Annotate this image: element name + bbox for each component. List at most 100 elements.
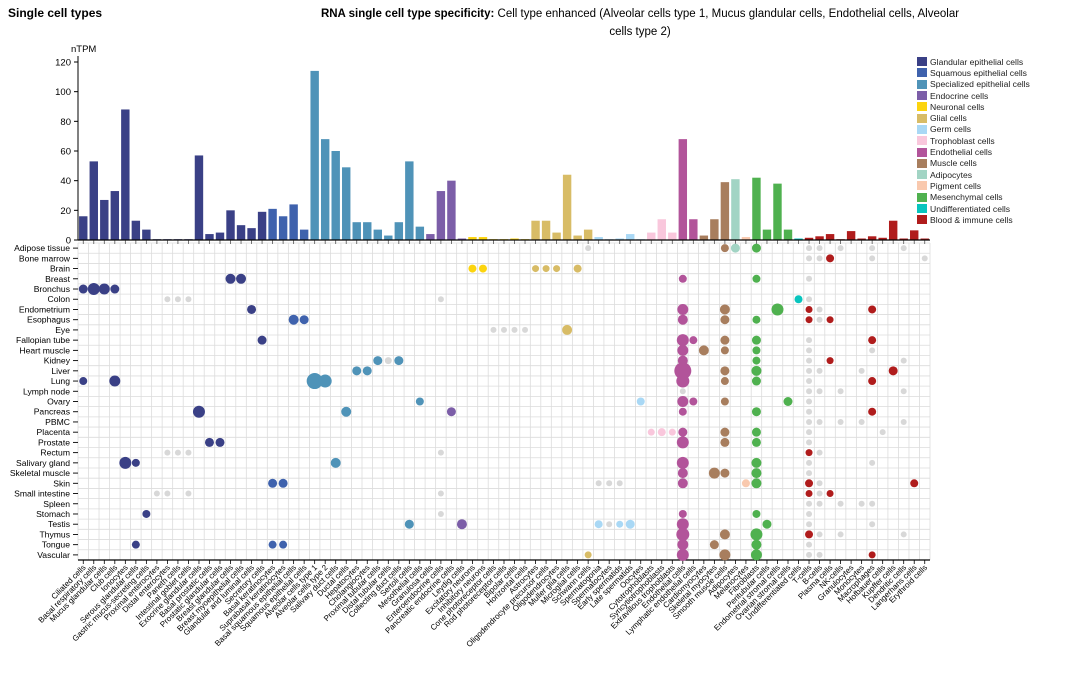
bar-endothelial-cells[interactable]: Endothelial cells: 68 nTPM [678,139,688,240]
dot-spleen-monocytes[interactable] [858,500,865,507]
dot-skeletal-muscle-t-cells[interactable] [806,470,813,477]
dot-adipose-tissue-adipocytes[interactable] [730,243,740,253]
dot-skeletal-muscle-smooth-muscle-cells[interactable] [720,468,730,478]
dot-prostate-basal-prostatic-cells[interactable] [204,437,214,447]
dot-stomach-gastric-mucus-secreting-cells[interactable] [142,509,151,518]
dot-brain-oligodendrocytes[interactable] [553,265,561,273]
bar-glandular-and-luminal-cells[interactable]: Glandular and luminal cells: 8 nTPM [247,228,256,240]
tissue-label-pbmc[interactable]: PBMC [45,417,70,427]
dot-spleen-nk-cells[interactable] [837,500,844,507]
dot-bone-marrow-t-cells[interactable] [806,255,813,262]
dot-stomach-enteroendocrine-cells[interactable] [437,510,444,517]
bar-spermatogonia[interactable]: Spermatogonia: 2 nTPM [594,237,603,240]
tissue-label-skin[interactable]: Skin [53,478,70,488]
dot-thymus-fibroblasts[interactable] [750,528,763,541]
dot-heart-muscle-cardiomyocytes[interactable] [698,345,709,356]
dot-bone-marrow-b-cells[interactable] [816,255,823,262]
dot-colon-enteroendocrine-cells[interactable] [437,296,444,303]
dot-ovary-t-cells[interactable] [806,398,813,405]
dot-esophagus-b-cells[interactable] [816,316,823,323]
tissue-label-bone-marrow[interactable]: Bone marrow [19,253,71,263]
dot-kidney-fibroblasts[interactable] [752,356,761,365]
dot-pbmc-t-cells[interactable] [806,418,813,425]
bar-proximal-tubular-cells[interactable]: Proximal tubular cells: 7 nTPM [373,229,382,240]
dot-heart-muscle-endothelial-cells[interactable] [677,344,689,356]
dot-small-intestine-b-cells[interactable] [816,490,823,497]
dot-skeletal-muscle-endothelial-cells[interactable] [677,468,688,479]
dot-vascular-fibroblasts[interactable] [750,549,762,561]
dot-bone-marrow-erythroid-cells[interactable] [921,255,928,262]
dot-testis-endothelial-cells[interactable] [676,518,689,531]
dot-thymus-t-cells[interactable] [805,530,814,539]
dot-testis-early-spermatids[interactable] [616,520,624,528]
dot-lung-alveolar-cells-type-1[interactable] [306,373,323,390]
dot-skin-langerhans-cells[interactable] [910,479,919,488]
dot-spleen-b-cells[interactable] [816,500,823,507]
tissue-label-skeletal-muscle[interactable]: Skeletal muscle [10,468,70,478]
dot-small-intestine-t-cells[interactable] [805,490,813,498]
dot-pancreas-ductal-cells[interactable] [341,406,352,417]
tissue-label-stomach[interactable]: Stomach [36,509,70,519]
dot-liver-hepatocytes[interactable] [352,366,362,376]
dot-adipose-tissue-dendritic-cells[interactable] [900,245,907,252]
tissue-label-pancreas[interactable]: Pancreas [34,407,70,417]
bar-alveolar-cells-type-2[interactable]: Alveolar cells type 2: 68 nTPM [320,139,330,240]
dot-thymus-b-cells[interactable] [816,531,823,538]
bar-ovarian-stromal-cells[interactable]: Ovarian stromal cells: 7 nTPM [783,229,793,240]
tissue-label-vascular[interactable]: Vascular [37,550,70,560]
bar-erythroid-cells[interactable]: Erythroid cells: 1 nTPM [920,238,929,240]
dot-skin-spermatocytes[interactable] [606,480,613,487]
dot-testis-sertoli-cells[interactable] [404,519,414,529]
dot-spleen-macrophages[interactable] [869,500,876,507]
bar-exocrine-glandular-cells[interactable]: Exocrine glandular cells: 57 nTPM [194,155,204,240]
bar-leydig-cells[interactable]: Leydig cells: 1 nTPM [457,238,467,240]
bar-smooth-muscle-cells[interactable]: Smooth muscle cells: 39 nTPM [720,182,730,240]
bar-adipocytes[interactable]: Adipocytes: 41 nTPM [731,179,740,240]
dot-colon-paneth-cells[interactable] [174,296,181,303]
tissue-label-prostate[interactable]: Prostate [38,437,70,447]
dot-brain-excitatory-neurons[interactable] [468,264,477,273]
dot-endometrium-endometrial-stromal-cells[interactable] [771,303,784,316]
dot-kidney-distal-tubular-cells[interactable] [384,357,392,365]
dot-kidney-dendritic-cells[interactable] [900,357,907,364]
tissue-label-rectum[interactable]: Rectum [40,448,70,458]
bar-club-cells[interactable]: Club cells: 33 nTPM [110,191,120,240]
dot-eye-muller-glia-cells[interactable] [562,324,573,335]
dot-kidney-t-cells[interactable] [806,357,813,364]
dot-colon-t-cells[interactable] [806,296,813,303]
dot-eye-rod-photoreceptor-cells[interactable] [501,326,507,333]
tissue-label-liver[interactable]: Liver [51,366,70,376]
bar-gastric-mucus-secreting-cells[interactable]: Gastric mucus-secreting cells: 7 nTPM [142,229,151,240]
dot-testis-late-spermatids[interactable] [625,519,635,529]
dot-skeletal-muscle-skeletal-myocytes[interactable] [708,467,720,479]
dot-ovary-ovarian-stromal-cells[interactable] [783,397,793,406]
dot-testis-spermatogonia[interactable] [594,520,603,529]
bar-basal-respiratory-cells[interactable]: Basal respiratory cells: 53 nTPM [89,161,98,240]
dot-small-intestine-proximal-enterocytes[interactable] [153,490,160,497]
dot-rectum-paneth-cells[interactable] [174,449,181,456]
dot-thymus-dendritic-cells[interactable] [900,531,907,538]
dot-bronchus-ciliated-cells[interactable] [78,284,88,294]
dot-small-intestine-distal-enterocytes[interactable] [164,490,171,497]
tissue-label-breast[interactable]: Breast [45,274,70,284]
dot-salivary-gland-endothelial-cells[interactable] [676,456,689,469]
dot-skin-early-spermatids[interactable] [616,480,623,487]
bar-basal-prostatic-cells[interactable]: Basal prostatic cells: 4 nTPM [205,234,214,240]
bar-microglial-cells[interactable]: Microglial cells: 3 nTPM [573,235,582,240]
dot-endometrium-b-cells[interactable] [816,306,823,313]
bar-dendritic-cells[interactable]: Dendritic cells: 1 nTPM [899,238,908,240]
bar-b-cells[interactable]: B-cells: 2.5 nTPM [815,236,824,240]
dot-prostate-t-cells[interactable] [806,439,813,446]
bar-serous-glandular-cells[interactable]: Serous glandular cells: 13 nTPM [131,220,141,240]
dot-liver-cholangiocytes[interactable] [362,366,372,376]
dot-skin-suprabasal-keratinocytes[interactable] [278,478,288,488]
bar-mesothelial-cells[interactable]: Mesothelial cells: 9 nTPM [415,226,425,240]
dot-vascular-schwann-cells[interactable] [584,551,592,559]
dot-rectum-enteroendocrine-cells[interactable] [437,449,444,456]
dot-thymus-endothelial-cells[interactable] [676,527,690,541]
bar-peritubular-cells[interactable]: Peritubular cells: 7 nTPM [762,229,772,240]
dot-tongue-basal-keratinocytes[interactable] [268,540,277,549]
dot-thymus-smooth-muscle-cells[interactable] [719,529,730,540]
dot-salivary-gland-macrophages[interactable] [869,459,876,466]
dot-salivary-gland-salivary-duct-cells[interactable] [330,457,341,468]
